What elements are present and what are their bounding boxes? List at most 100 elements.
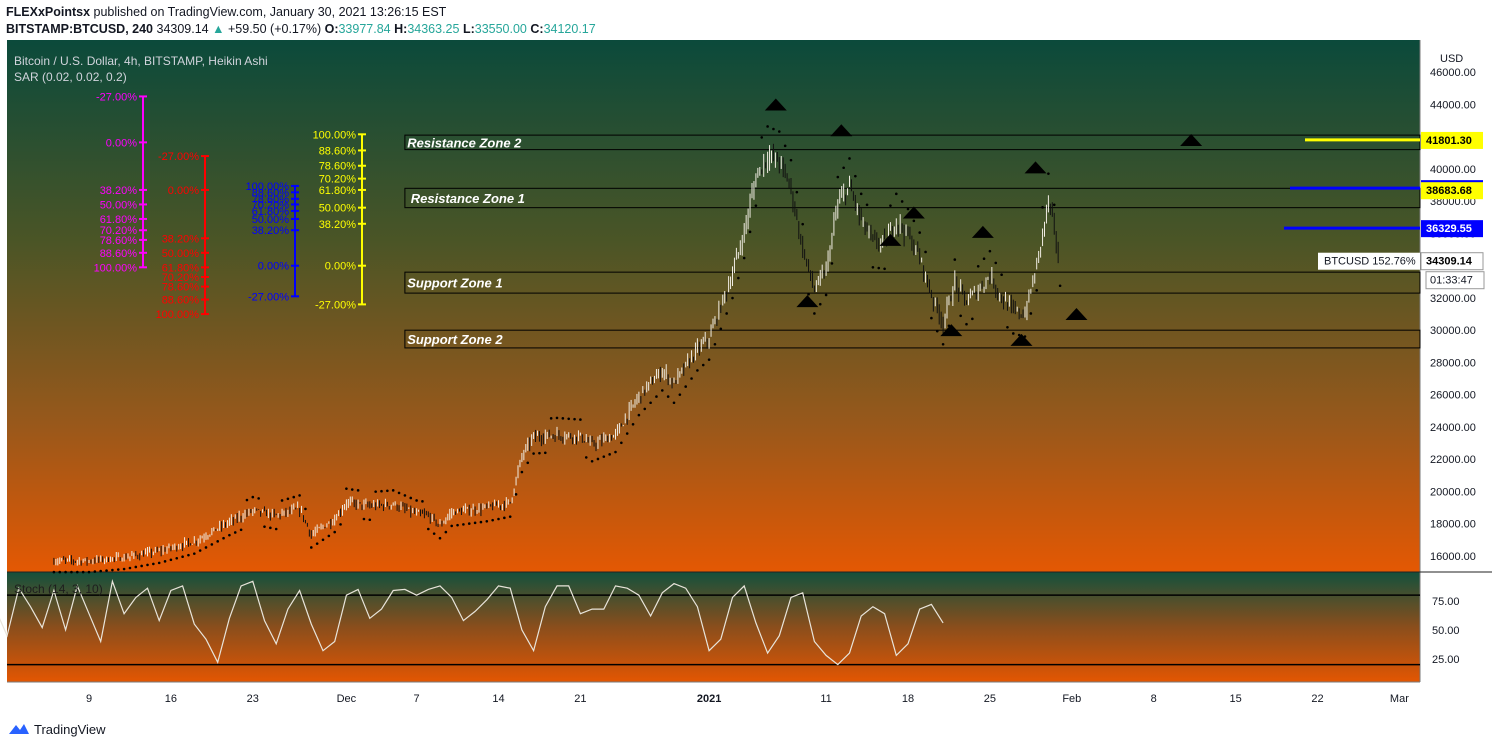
- sar-dot: [456, 523, 459, 527]
- last-tag: [1318, 252, 1420, 270]
- sar-dot: [842, 166, 845, 170]
- sar-dot: [210, 543, 214, 546]
- time-axis-label: 23: [247, 693, 259, 705]
- fib-level-label: 61.80%: [162, 262, 200, 274]
- sar-dot: [631, 423, 635, 426]
- sar-dot: [87, 570, 91, 574]
- publisher-name[interactable]: FLEXxPointsx: [6, 5, 91, 19]
- sar-dot: [409, 496, 413, 500]
- sar-dot: [935, 329, 939, 333]
- fib-level-label: 100.00%: [313, 129, 357, 141]
- sar-dot: [93, 570, 97, 573]
- fib-level-label: 78.60%: [252, 194, 290, 206]
- time-axis-label: 14: [492, 693, 504, 705]
- price-axis-label: 20000.00: [1430, 486, 1476, 498]
- sar-dot: [713, 342, 717, 346]
- sar-dot: [438, 536, 442, 540]
- fib-level-label: -27.00%: [158, 151, 199, 163]
- fib-level-label: 0.00%: [258, 261, 289, 273]
- sar-dot: [485, 519, 489, 523]
- price-tag: [1421, 131, 1483, 149]
- sar-dot: [649, 401, 652, 405]
- sar-dot: [865, 203, 869, 207]
- sar-dot: [116, 568, 120, 571]
- sar-dot: [532, 452, 535, 455]
- sar-dot: [257, 497, 260, 500]
- fib-level-label: 0.00%: [325, 261, 356, 273]
- currency-label: USD: [1440, 53, 1463, 65]
- fib-level-label: 0.00%: [168, 185, 199, 197]
- fib-level-label: 78.60%: [162, 282, 200, 294]
- sar-dot: [1017, 333, 1021, 337]
- sar-dot: [813, 312, 816, 315]
- sar-dot: [643, 407, 647, 411]
- sar-dot: [204, 546, 208, 549]
- sar-dot: [602, 455, 606, 458]
- close-label: C:: [530, 22, 544, 36]
- support-zone-1: [404, 271, 1421, 294]
- sar-dot: [965, 322, 968, 326]
- sar-dot: [368, 518, 372, 522]
- sar-dot: [549, 417, 553, 420]
- price-tag-label: 38683.68: [1426, 185, 1472, 197]
- sar-dot: [415, 499, 418, 502]
- sar-dot: [637, 413, 641, 417]
- fib-level-label: 78.60%: [319, 161, 357, 173]
- sar-dot: [1052, 203, 1056, 207]
- sar-dot: [818, 302, 822, 306]
- support-zone-2: [404, 329, 1421, 349]
- countdown-tag: [1425, 271, 1485, 290]
- sar-dot: [976, 265, 980, 268]
- sar-dot: [538, 451, 541, 455]
- zone-label: Support Zone 1: [407, 276, 502, 291]
- sar-dot: [830, 262, 834, 265]
- sar-dot: [397, 491, 401, 495]
- sar-dot: [795, 190, 799, 194]
- sar-dot: [181, 555, 184, 559]
- sar-dot: [941, 342, 945, 346]
- sar-dot: [526, 461, 530, 465]
- sar-dot: [245, 498, 249, 502]
- sar-dot: [672, 401, 676, 405]
- sar-dot: [64, 570, 67, 574]
- sar-dot: [99, 569, 102, 573]
- sar-dot: [514, 493, 518, 496]
- sar-dot: [163, 560, 167, 563]
- sar-dot: [1058, 284, 1062, 288]
- tradingview-logo-icon[interactable]: [8, 721, 30, 737]
- sar-dot: [1035, 289, 1038, 292]
- sar-dot: [140, 564, 143, 568]
- sar-dot: [555, 416, 559, 420]
- sar-dot: [356, 489, 360, 492]
- sar-dot: [924, 250, 927, 254]
- sar-dot: [70, 570, 73, 574]
- fib-level-label: 50.00%: [100, 199, 138, 211]
- sar-dot: [198, 549, 202, 552]
- sar-dot: [900, 200, 904, 203]
- sar-dot: [930, 316, 933, 320]
- fib-level-label: 0.00%: [106, 137, 137, 149]
- publication-header: FLEXxPointsx published on TradingView.co…: [0, 0, 1492, 40]
- sar-dot: [854, 174, 857, 178]
- sar-dot: [760, 136, 764, 139]
- price-chart[interactable]: -27.00%0.00%38.20%50.00%61.80%70.20%78.6…: [0, 40, 1492, 710]
- sar-dot: [836, 175, 840, 179]
- fib-level-label: 38.20%: [162, 233, 200, 245]
- zone-label: Resistance Zone 2: [407, 135, 522, 150]
- time-axis-label: Feb: [1062, 693, 1081, 705]
- low-value: 33550.00: [474, 22, 527, 36]
- chart-legend[interactable]: Bitcoin / U.S. Dollar, 4h, BITSTAMP, Hei…: [14, 54, 268, 68]
- sar-dot: [157, 561, 161, 565]
- tradingview-brand[interactable]: TradingView: [34, 722, 106, 737]
- sar-dot: [614, 450, 617, 454]
- sar-dot: [134, 565, 138, 569]
- sar-dot: [462, 523, 465, 526]
- stoch-legend[interactable]: Stoch (14, 3, 10): [14, 582, 103, 596]
- fib-level-label: 50.00%: [319, 203, 357, 215]
- time-axis-label: 25: [984, 693, 996, 705]
- triangle-marker: [1024, 161, 1047, 174]
- stoch-axis-label: 25.00: [1432, 654, 1460, 666]
- sar-dot: [801, 222, 804, 226]
- sar-legend[interactable]: SAR (0.02, 0.02, 0.2): [14, 70, 127, 84]
- open-value: 33977.84: [338, 22, 391, 36]
